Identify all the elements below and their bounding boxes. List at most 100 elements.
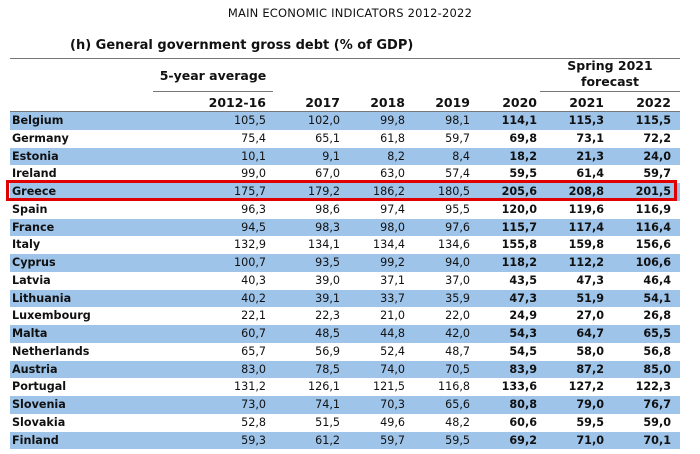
debt-value: 73,0 [241, 398, 266, 411]
country-name: Ireland [12, 167, 57, 181]
debt-value: 43,5 [509, 273, 537, 287]
debt-value: 61,8 [380, 131, 405, 145]
debt-value: 61,2 [315, 433, 340, 447]
greece-row-highlight [6, 180, 677, 201]
debt-value: 99,0 [241, 167, 266, 181]
debt-value: 156,6 [635, 238, 671, 252]
debt-value: 46,4 [643, 273, 671, 287]
debt-value: 132,9 [233, 238, 266, 252]
debt-value: 134,4 [372, 238, 405, 252]
debt-value: 80,8 [509, 398, 537, 411]
debt-value: 102,0 [307, 114, 340, 127]
country-name: Spain [12, 202, 48, 216]
debt-value: 37,0 [445, 273, 470, 287]
debt-value: 58,0 [576, 344, 604, 358]
debt-value: 115,5 [635, 114, 671, 127]
debt-value: 59,3 [241, 433, 266, 447]
country-name: Latvia [12, 273, 51, 287]
year-header: 2017 [305, 95, 340, 110]
debt-value: 57,4 [445, 167, 470, 181]
debt-value: 98,1 [445, 114, 470, 127]
debt-value: 69,8 [509, 131, 537, 145]
table-row: Austria 83,0 78,5 74,0 70,5 83,9 87,2 85,0 [10, 360, 680, 379]
debt-value: 208,8 [568, 185, 604, 198]
year-header: 2022 [636, 95, 671, 110]
debt-value: 75,4 [241, 131, 266, 145]
debt-value: 112,2 [568, 256, 604, 269]
debt-value: 59,5 [445, 433, 470, 447]
debt-value: 33,7 [380, 291, 405, 305]
debt-value: 52,8 [241, 415, 266, 429]
debt-value: 114,1 [501, 114, 537, 127]
debt-value: 97,4 [380, 202, 405, 216]
debt-value: 59,7 [643, 167, 671, 181]
debt-value: 64,7 [576, 327, 604, 340]
header-bottom-rule [10, 111, 680, 112]
country-name: Belgium [12, 114, 64, 127]
debt-value: 74,0 [380, 362, 405, 376]
country-name: Cyprus [12, 256, 56, 269]
country-name: Malta [12, 327, 48, 340]
country-name: Luxembourg [12, 309, 91, 323]
debt-value: 65,6 [445, 398, 470, 411]
table-row: Slovenia 73,0 74,1 70,3 65,6 80,8 79,0 76,7 [10, 396, 680, 414]
debt-value: 59,7 [380, 433, 405, 447]
table-row: Spain 96,3 98,6 97,4 95,5 120,0 119,6 116,9 [10, 201, 680, 219]
forecast-label-line2: forecast [581, 74, 639, 89]
year-header: 2020 [502, 95, 537, 110]
table-row: Cyprus 100,7 93,5 99,2 94,0 118,2 112,2 106,6 [10, 254, 680, 272]
debt-value: 120,0 [501, 202, 537, 216]
debt-value: 121,5 [372, 380, 405, 394]
debt-value: 22,0 [445, 309, 470, 323]
table-row: Slovakia 52,8 51,5 49,6 48,2 60,6 59,5 59,0 [10, 414, 680, 432]
table-row: Luxembourg 22,1 22,3 21,0 22,0 24,9 27,0 26,8 [10, 307, 680, 325]
table-row: France 94,5 98,3 98,0 97,6 115,7 117,4 116,4 [10, 218, 680, 237]
debt-value: 67,0 [315, 167, 340, 181]
year-header: 2018 [370, 95, 405, 110]
document-title: MAIN ECONOMIC INDICATORS 2012-2022 [227, 6, 473, 20]
country-name: France [12, 220, 55, 234]
debt-value: 119,6 [568, 202, 604, 216]
table-row: Estonia 10,1 9,1 8,2 8,4 18,2 21,3 24,0 [10, 147, 680, 166]
debt-value: 72,2 [643, 131, 671, 145]
debt-value: 116,4 [635, 220, 671, 234]
debt-value: 180,5 [437, 185, 470, 198]
debt-value: 105,5 [233, 114, 266, 127]
year-header: 2021 [569, 95, 604, 110]
debt-value: 54,1 [643, 291, 671, 305]
debt-value: 9,1 [322, 149, 340, 163]
table-row: Italy 132,9 134,1 134,4 134,6 155,8 159,8 156,6 [10, 236, 680, 254]
table-row: Lithuania 40,2 39,1 33,7 35,9 47,3 51,9 54,1 [10, 289, 680, 308]
debt-value: 42,0 [445, 327, 470, 340]
debt-value: 97,6 [445, 220, 470, 234]
debt-value: 27,0 [576, 309, 604, 323]
table-row: Portugal 131,2 126,1 121,5 116,8 133,6 127,2 12… [10, 378, 680, 396]
country-name: Slovakia [12, 415, 66, 429]
debt-value: 56,8 [643, 344, 671, 358]
debt-value: 65,1 [315, 131, 340, 145]
country-name: Lithuania [12, 291, 72, 305]
debt-value: 47,3 [576, 273, 604, 287]
debt-value: 134,6 [437, 238, 470, 252]
debt-value: 60,7 [241, 327, 266, 340]
country-name: Slovenia [12, 398, 66, 411]
debt-value: 118,2 [501, 256, 537, 269]
debt-value: 98,3 [315, 220, 340, 234]
country-name: Italy [12, 238, 41, 252]
forecast-underline [540, 91, 680, 92]
debt-value: 40,2 [241, 291, 266, 305]
debt-value: 155,8 [501, 238, 537, 252]
country-name: Portugal [12, 380, 67, 394]
average-underline [153, 91, 273, 92]
debt-value: 59,0 [643, 415, 671, 429]
country-name: Austria [12, 362, 58, 376]
debt-value: 56,9 [315, 344, 340, 358]
debt-value: 51,5 [315, 415, 340, 429]
country-name: Greece [12, 185, 57, 198]
debt-value: 99,8 [380, 114, 405, 127]
debt-value: 73,1 [576, 131, 604, 145]
table-title: (h) General government gross debt (% of … [70, 38, 414, 53]
debt-value: 98,0 [380, 220, 405, 234]
debt-value: 159,8 [568, 238, 604, 252]
debt-value: 133,6 [501, 380, 537, 394]
